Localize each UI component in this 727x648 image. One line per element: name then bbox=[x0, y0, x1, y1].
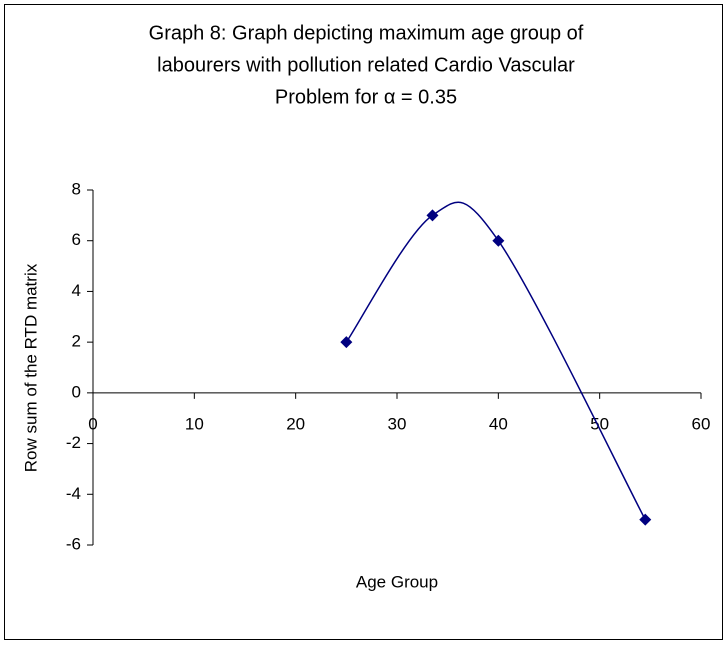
chart-title: Graph 8: Graph depicting maximum age gro… bbox=[149, 22, 584, 44]
data-point bbox=[492, 234, 505, 247]
x-tick-label: 0 bbox=[88, 414, 97, 433]
y-tick-label: -4 bbox=[66, 484, 81, 503]
y-axis-label: Row sum of the RTD matrix bbox=[21, 263, 40, 472]
y-tick-label: -2 bbox=[66, 433, 81, 452]
x-tick-label: 30 bbox=[388, 414, 407, 433]
y-tick-label: 2 bbox=[72, 332, 81, 351]
x-tick-label: 20 bbox=[286, 414, 305, 433]
data-point bbox=[340, 336, 353, 349]
data-point bbox=[426, 209, 439, 222]
y-tick-label: 6 bbox=[72, 230, 81, 249]
chart-title: Problem for α = 0.35 bbox=[275, 86, 457, 108]
data-point bbox=[639, 513, 652, 526]
x-axis-label: Age Group bbox=[356, 572, 438, 591]
x-tick-label: 40 bbox=[489, 414, 508, 433]
x-tick-label: 60 bbox=[692, 414, 711, 433]
y-tick-label: 4 bbox=[72, 281, 81, 300]
y-tick-label: -6 bbox=[66, 534, 81, 553]
x-tick-label: 10 bbox=[185, 414, 204, 433]
chart-title: labourers with pollution related Cardio … bbox=[157, 54, 575, 76]
chart-border bbox=[4, 4, 723, 640]
y-tick-label: 8 bbox=[72, 179, 81, 198]
series-line bbox=[345, 201, 646, 520]
y-tick-label: 0 bbox=[72, 382, 81, 401]
